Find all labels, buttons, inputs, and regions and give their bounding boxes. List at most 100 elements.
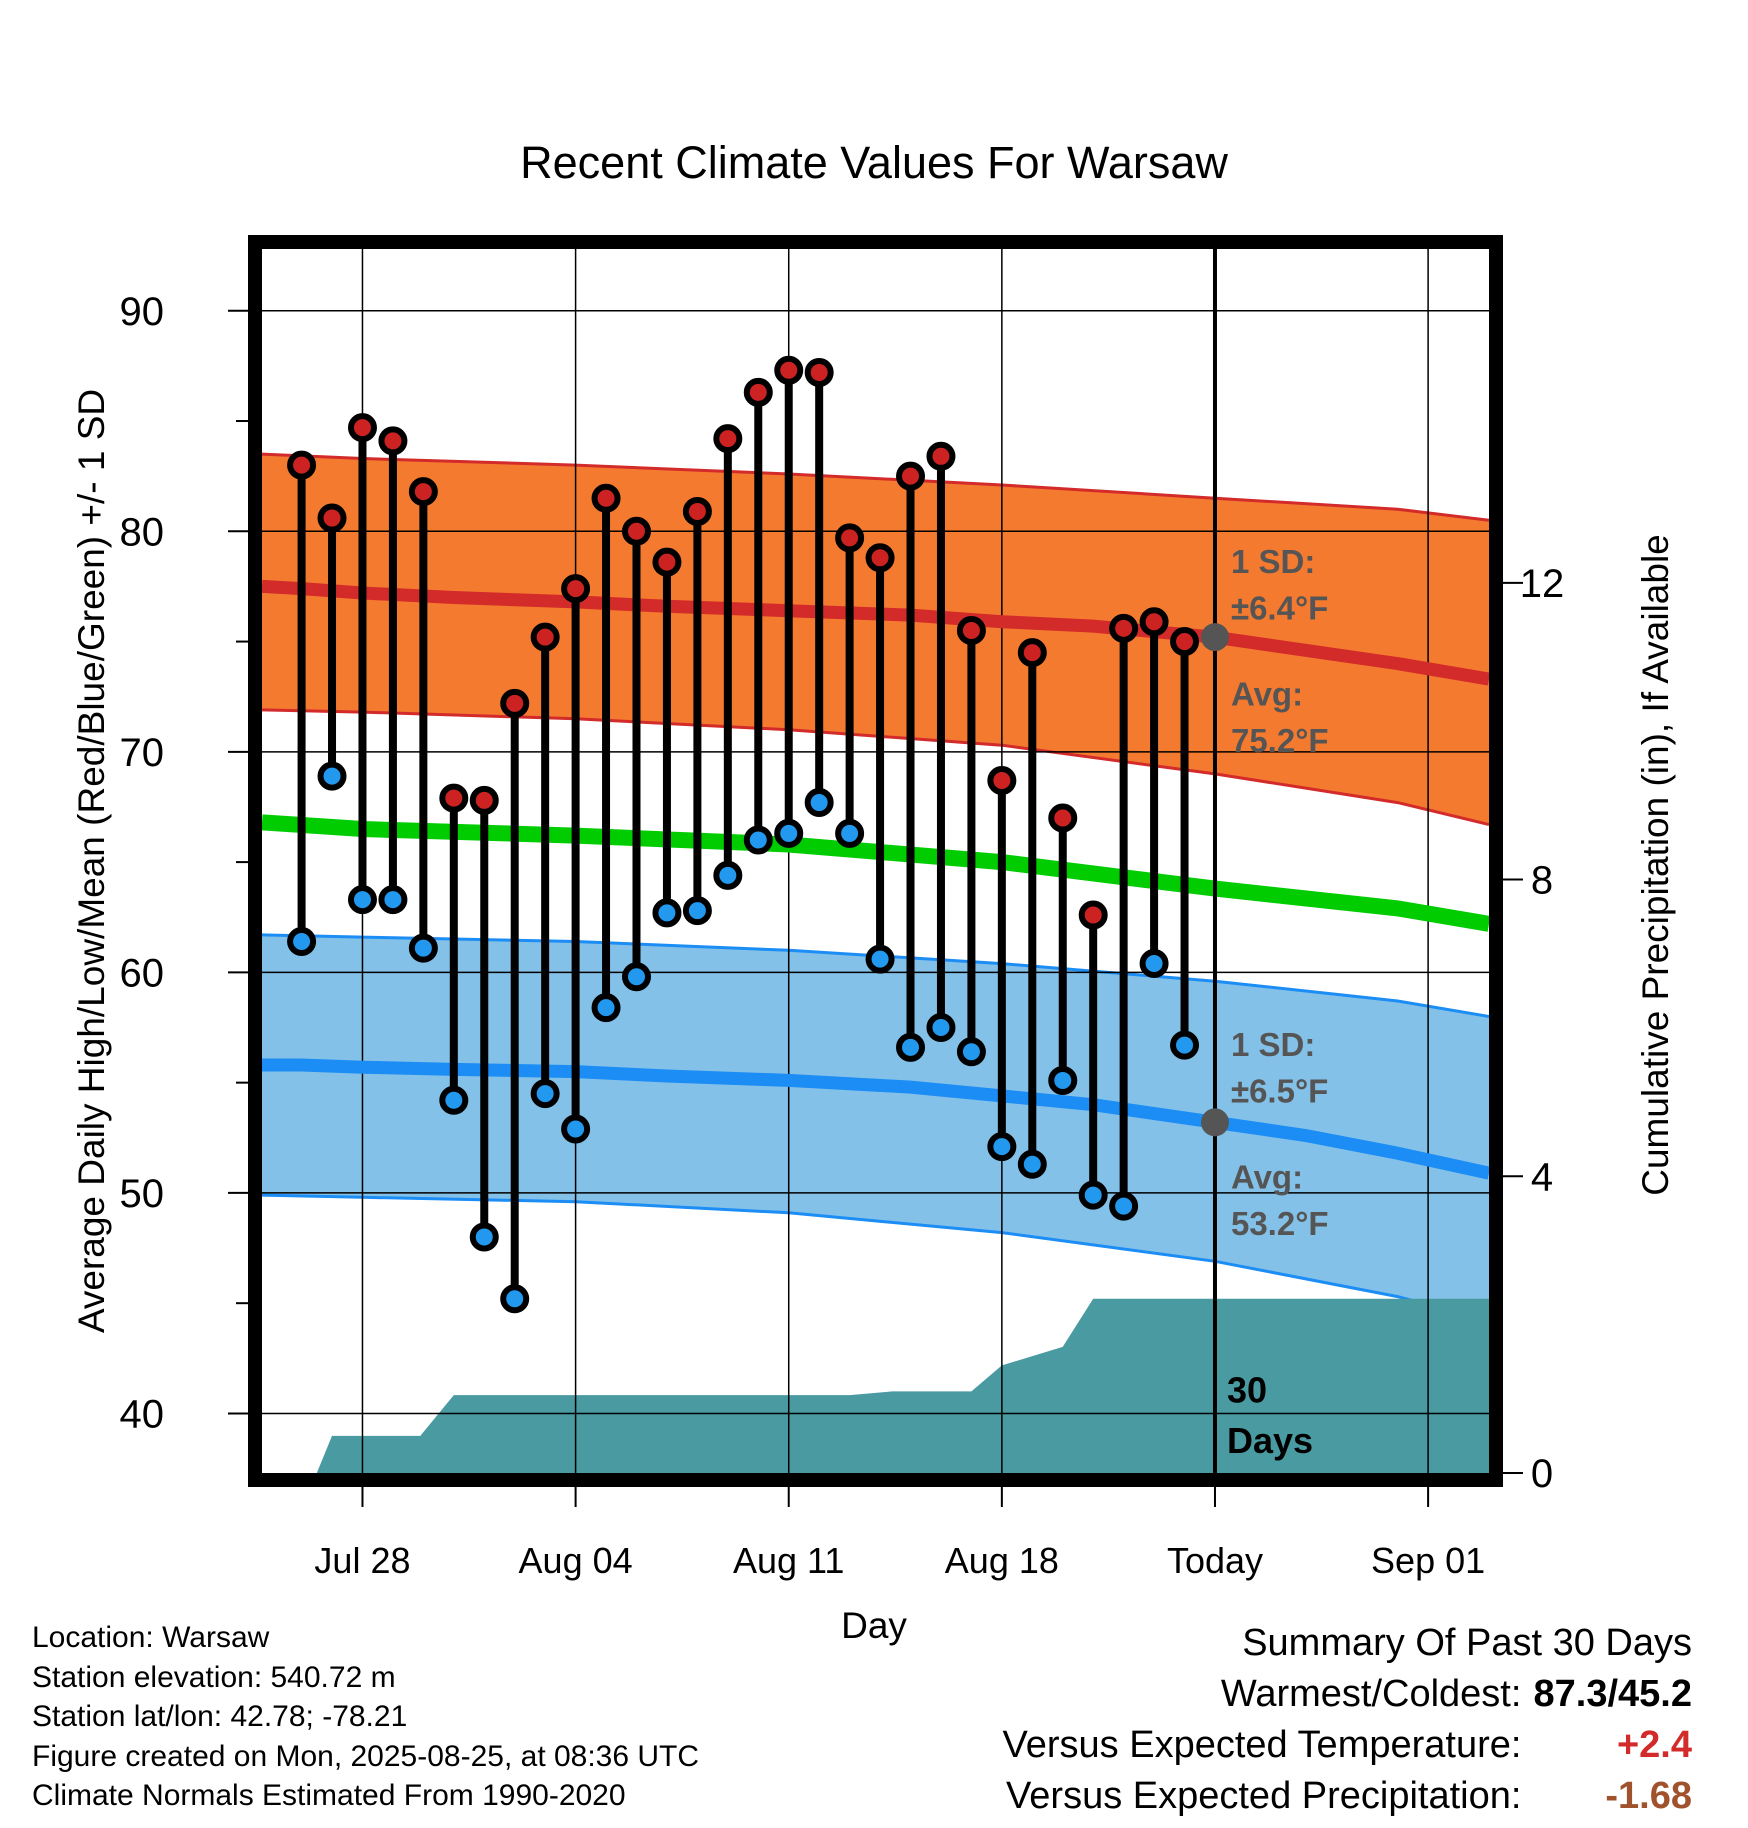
daily-high-point [926, 441, 956, 471]
chart-title: Recent Climate Values For Warsaw [520, 137, 1228, 188]
daily-low-point [1048, 1065, 1078, 1095]
x-axis-label: Day [841, 1605, 907, 1646]
low-avg-label: Avg: [1231, 1159, 1303, 1196]
daily-high-point [621, 516, 651, 546]
daily-low-point [1078, 1180, 1108, 1210]
daily-high-point [1017, 638, 1047, 668]
daily-low-point [896, 1032, 926, 1062]
daily-high-point [469, 785, 499, 815]
y2-tick-label: 8 [1531, 859, 1553, 903]
daily-high-point [1139, 607, 1169, 637]
daily-high-point [439, 783, 469, 813]
daily-high-point [804, 358, 834, 388]
plot-frame [248, 235, 1503, 1487]
summary-panel: Summary Of Past 30 Days Warmest/Coldest:… [1003, 1618, 1692, 1822]
daily-low-point [347, 885, 377, 915]
daily-high-point [774, 355, 804, 385]
daily-low-point [469, 1222, 499, 1252]
normals-text: Climate Normals Estimated From 1990-2020 [32, 1779, 626, 1812]
high-sd-edge [262, 708, 1489, 827]
daily-high-point [591, 483, 621, 513]
y2-tick-label: 0 [1531, 1452, 1553, 1496]
daily-low-point [1017, 1149, 1047, 1179]
daily-high-point [713, 424, 743, 454]
daily-low-point [1139, 949, 1169, 979]
daily-high-point [347, 413, 377, 443]
daily-high-point [287, 450, 317, 480]
high-sd-edge [262, 452, 1489, 522]
latlon-text: Station lat/lon: 42.78; -78.21 [32, 1700, 408, 1733]
daily-low-point [774, 818, 804, 848]
daily-low-point [987, 1132, 1017, 1162]
x-tick-label: Jul 28 [314, 1540, 410, 1581]
high-sd-band [262, 454, 1489, 825]
daily-high-point [1170, 627, 1200, 657]
daily-low-point [317, 761, 347, 791]
summary-warmest-value: 87.3/45.2 [1533, 1673, 1692, 1715]
daily-low-point [561, 1114, 591, 1144]
daily-low-point [1109, 1191, 1139, 1221]
daily-high-point [1048, 803, 1078, 833]
y-tick-label: 60 [120, 951, 165, 995]
low-sd-label: 1 SD: [1231, 1026, 1315, 1063]
daily-low-point [713, 860, 743, 890]
y-tick-label: 80 [120, 510, 165, 554]
precip-days-label: Days [1227, 1420, 1313, 1461]
low-sd-edge [262, 1193, 1489, 1323]
summary-title: Summary Of Past 30 Days [1242, 1622, 1692, 1664]
high-avg-label: Avg: [1231, 676, 1303, 713]
elevation-text: Station elevation: 540.72 m [32, 1660, 396, 1694]
daily-high-point [500, 688, 530, 718]
summary-warmest-label: Warmest/Coldest: [1220, 1673, 1522, 1715]
daily-high-point [378, 426, 408, 456]
daily-high-point [835, 523, 865, 553]
daily-low-point [926, 1013, 956, 1043]
daily-low-point [500, 1284, 530, 1314]
high-avg-value: 75.2°F [1231, 722, 1329, 759]
y-tick-label: 50 [120, 1172, 165, 1216]
y-tick-label: 70 [120, 731, 165, 775]
summary-precip-label: Versus Expected Precipitation: [1006, 1775, 1522, 1817]
y2-tick-label: 12 [1520, 562, 1565, 606]
daily-high-point [1078, 900, 1108, 930]
daily-high-point [956, 616, 986, 646]
x-tick-label: Aug 11 [733, 1540, 844, 1581]
daily-high-point [561, 574, 591, 604]
daily-high-point [987, 766, 1017, 796]
precip-days-number: 30 [1227, 1369, 1267, 1410]
x-tick-label: Aug 04 [519, 1540, 633, 1581]
summary-temp-value: +2.4 [1616, 1724, 1692, 1766]
low-sd-edge [262, 933, 1489, 1018]
daily-low-point [1170, 1030, 1200, 1060]
normal-low-line [262, 1058, 1489, 1180]
daily-low-point [835, 818, 865, 848]
summary-temp-row: Versus Expected Temperature: +2.4 [1003, 1720, 1692, 1771]
y-tick-label: 40 [120, 1392, 165, 1436]
created-text: Figure created on Mon, 2025-08-25, at 08… [32, 1739, 700, 1773]
y2-tick-label: 4 [1531, 1155, 1553, 1199]
daily-high-point [682, 496, 712, 526]
daily-high-point [865, 543, 895, 573]
y-axis-label: Average Daily High/Low/Mean (Red/Blue/Gr… [71, 389, 112, 1333]
daily-low-point [439, 1085, 469, 1115]
precipitation-area [316, 1298, 1489, 1473]
daily-high-point [408, 477, 438, 507]
daily-high-point [652, 547, 682, 577]
station-info: Location: Warsaw Station elevation: 540.… [32, 1618, 699, 1816]
daily-low-point [530, 1079, 560, 1109]
daily-low-point [743, 825, 773, 855]
summary-precip-value: -1.68 [1605, 1775, 1692, 1817]
daily-low-point [591, 993, 621, 1023]
daily-high-point [743, 377, 773, 407]
daily-low-point [378, 885, 408, 915]
daily-low-point [865, 944, 895, 974]
high-sd-label: 1 SD: [1231, 543, 1315, 580]
summary-precip-row: Versus Expected Precipitation: -1.68 [1003, 1771, 1692, 1822]
summary-temp-label: Versus Expected Temperature: [1002, 1724, 1522, 1766]
daily-low-point [804, 788, 834, 818]
y-tick-label: 90 [120, 290, 165, 334]
daily-low-point [287, 926, 317, 956]
normal-mean-line [262, 814, 1489, 932]
daily-low-point [621, 962, 651, 992]
